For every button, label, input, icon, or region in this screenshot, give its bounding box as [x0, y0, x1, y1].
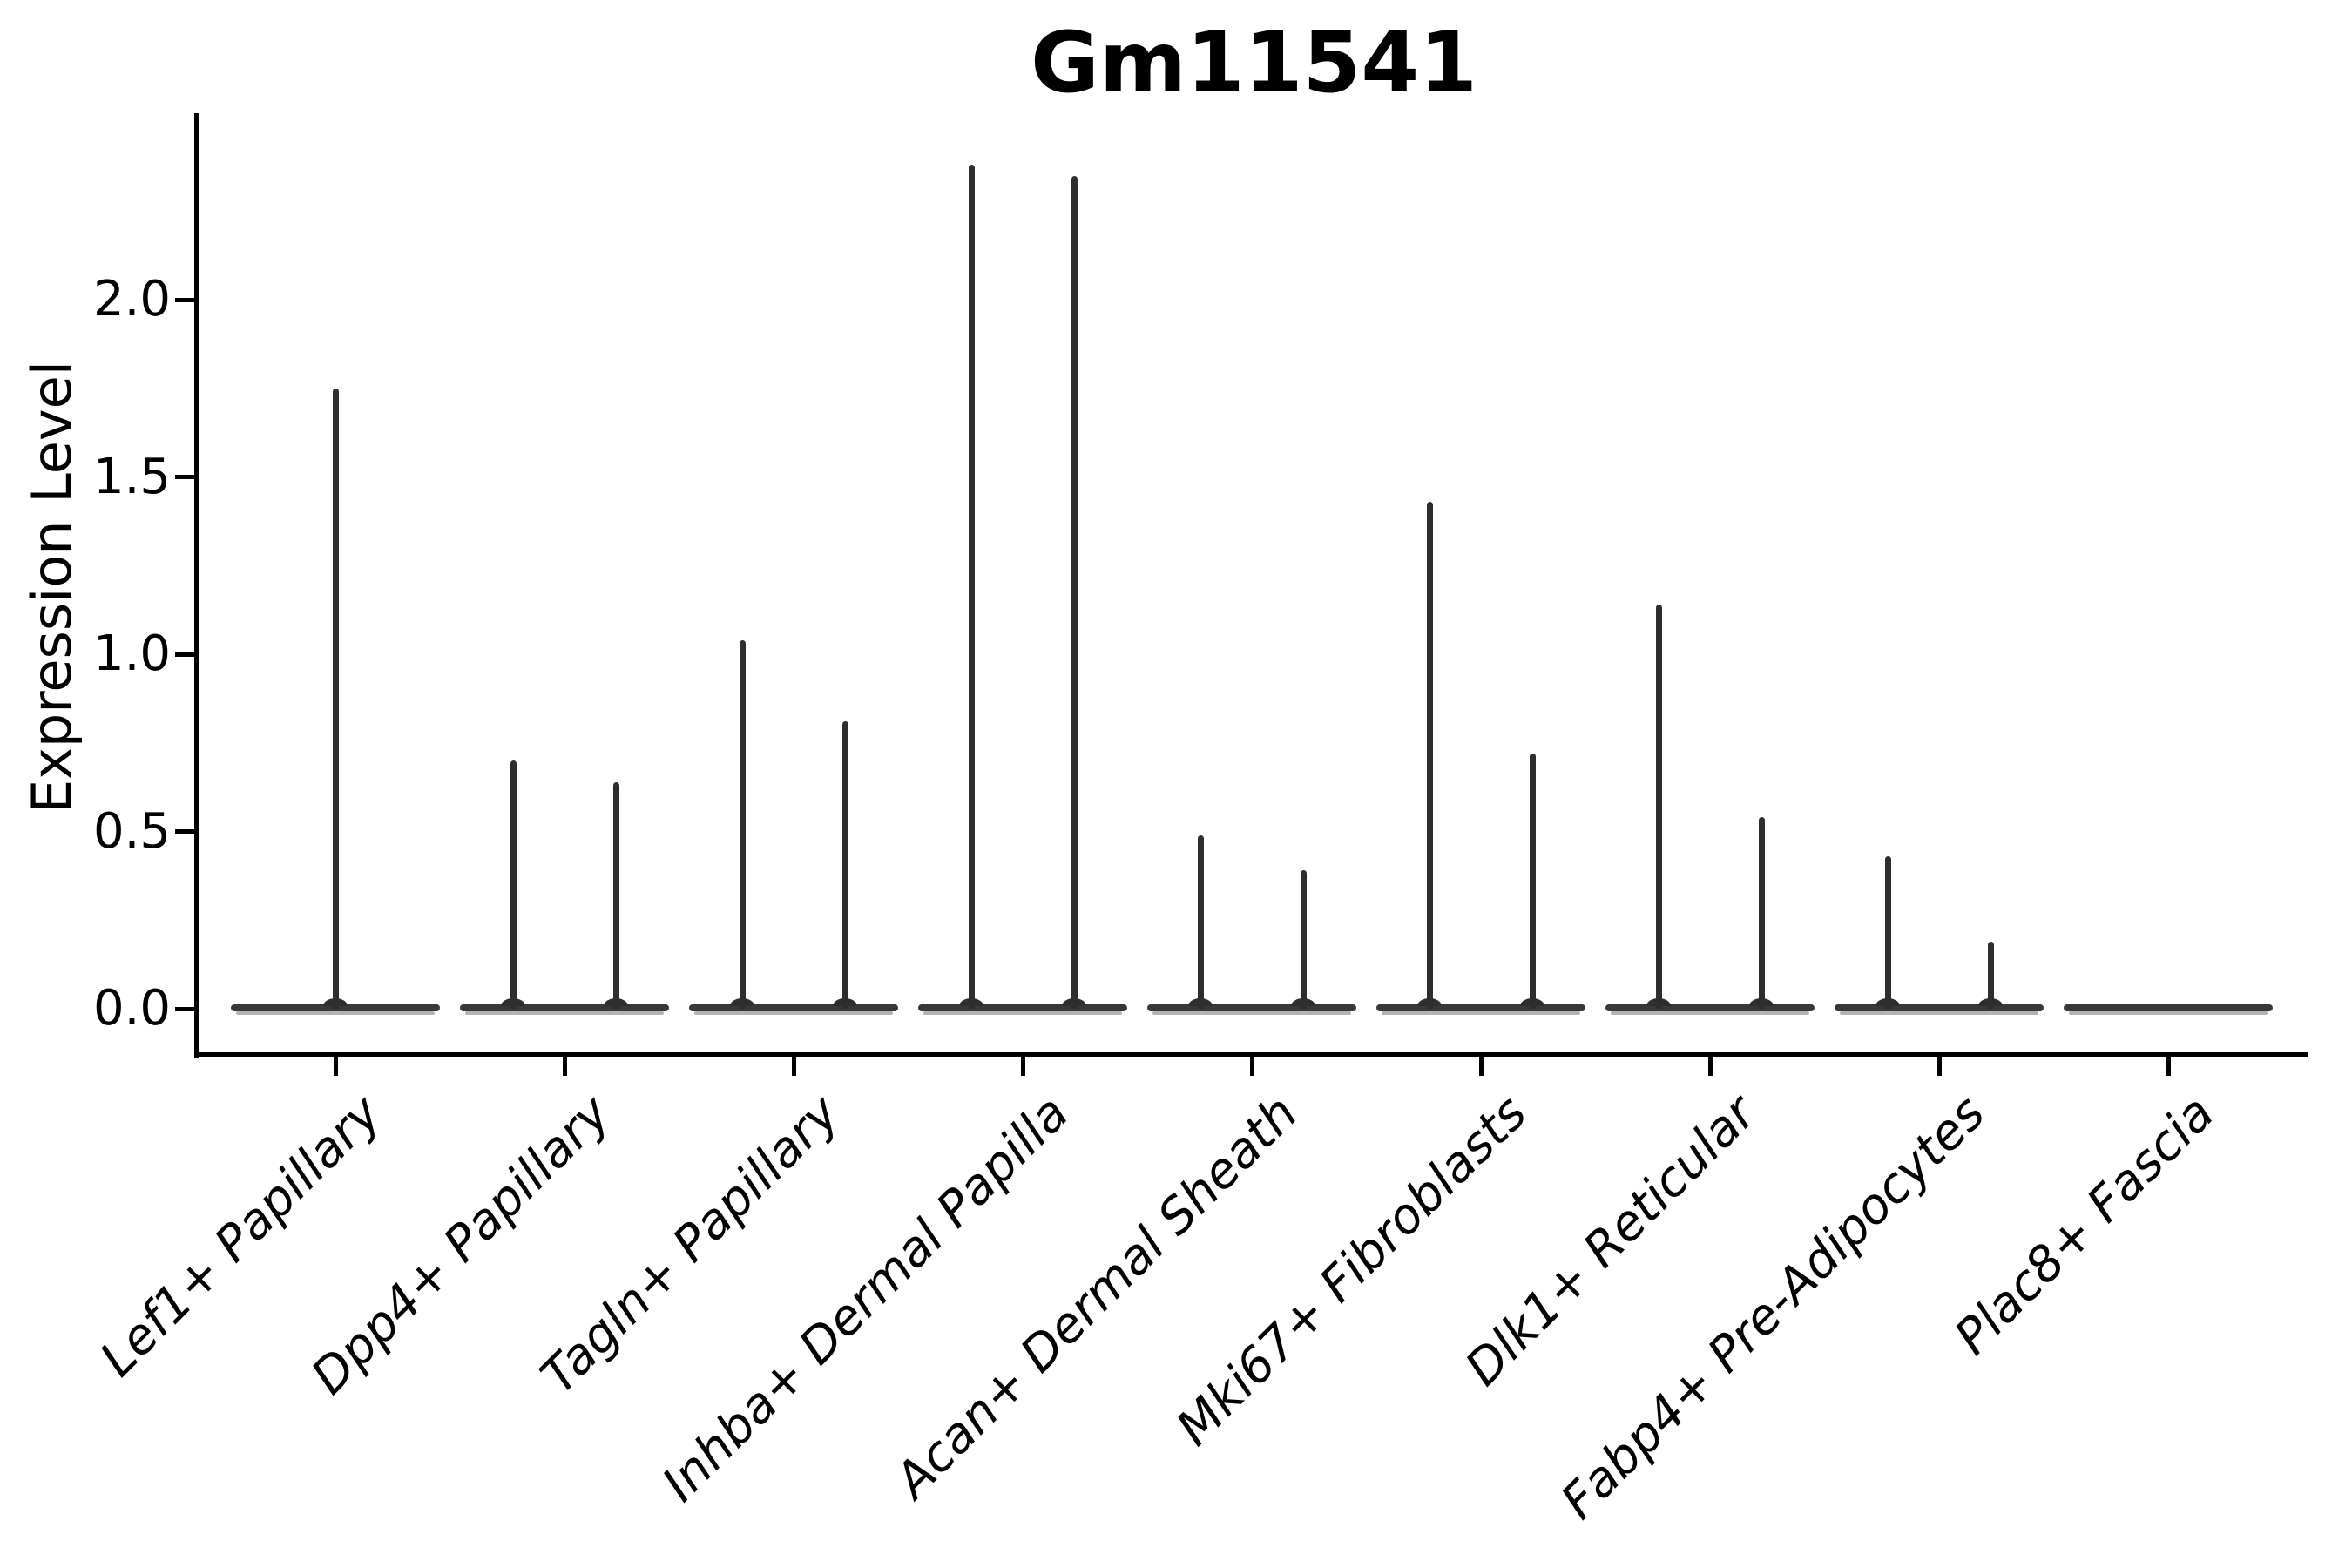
y-tick: [174, 652, 194, 657]
violin-fill-edge: [2069, 1011, 2268, 1015]
violin-density-spike: [1884, 855, 1891, 1009]
violin-density-spike: [1426, 501, 1433, 1009]
violin-fill-edge: [1382, 1011, 1580, 1015]
violin-fill-edge: [465, 1011, 664, 1015]
violin-density-spike: [1758, 817, 1765, 1009]
y-tick-label: 0.5: [92, 802, 171, 860]
violin-baseline: [2064, 1004, 2273, 1015]
violin-density-spike: [612, 781, 619, 1009]
violin-base-bulge: [1978, 998, 2003, 1006]
violin-density-spike: [1197, 835, 1204, 1009]
violin-density-spike: [841, 721, 848, 1009]
violin-base-bulge: [1188, 998, 1213, 1006]
x-axis-spine: [193, 1051, 2308, 1057]
y-tick: [174, 829, 194, 834]
y-axis-spine: [193, 113, 199, 1058]
violin-base-bulge: [730, 998, 754, 1006]
chart-title: Gm11541: [1031, 14, 1477, 112]
violin-baseline: [918, 1004, 1127, 1015]
violin-baseline: [1835, 1004, 2044, 1015]
violin-fill-edge: [923, 1011, 1122, 1015]
y-tick: [174, 297, 194, 302]
violin-base-bulge: [1749, 998, 1774, 1006]
y-tick-label: 2.0: [92, 271, 171, 328]
x-tick: [2166, 1056, 2171, 1076]
x-tick: [1936, 1056, 1942, 1076]
x-tick: [1707, 1056, 1713, 1076]
violin-fill-edge: [1611, 1011, 1809, 1015]
violin-fill-edge: [1152, 1011, 1351, 1015]
violin-baseline: [1376, 1004, 1585, 1015]
violin-base-bulge: [1876, 998, 1900, 1006]
violin-density-spike: [968, 165, 975, 1009]
violin-base-bulge: [959, 998, 983, 1006]
x-tick: [1020, 1056, 1025, 1076]
violin-base-bulge: [833, 998, 857, 1006]
x-tick: [1478, 1056, 1484, 1076]
violin-base-bulge: [1417, 998, 1442, 1006]
violin-base-bulge: [1062, 998, 1086, 1006]
y-tick: [174, 475, 194, 479]
violin-base-bulge: [501, 998, 525, 1006]
violin-base-bulge: [1291, 998, 1315, 1006]
y-tick-label: 0.0: [92, 980, 171, 1037]
violin-baseline: [1147, 1004, 1356, 1015]
y-tick-label: 1.0: [92, 625, 171, 682]
violin-density-spike: [1655, 605, 1662, 1009]
violin-density-spike: [1300, 870, 1307, 1009]
violin-baseline: [1605, 1004, 1815, 1015]
violin-density-spike: [739, 639, 746, 1009]
violin-base-bulge: [323, 998, 348, 1006]
violin-fill-edge: [1840, 1011, 2038, 1015]
violin-density-spike: [1071, 175, 1078, 1009]
violin-baseline: [689, 1004, 898, 1015]
violin-density-spike: [1987, 941, 1994, 1009]
violin-base-bulge: [1520, 998, 1544, 1006]
violin-baseline: [460, 1004, 669, 1015]
x-tick: [562, 1056, 567, 1076]
violin-density-spike: [1529, 753, 1536, 1009]
y-tick: [174, 1006, 194, 1011]
violin-fill-edge: [694, 1011, 893, 1015]
y-tick-label: 1.5: [92, 448, 171, 505]
violin-base-bulge: [1646, 998, 1671, 1006]
x-tick: [791, 1056, 796, 1076]
violin-fill-edge: [236, 1011, 435, 1015]
x-tick: [1249, 1056, 1254, 1076]
violin-base-bulge: [604, 998, 628, 1006]
x-tick: [333, 1056, 338, 1076]
violin-density-spike: [332, 388, 339, 1009]
violin-density-spike: [510, 760, 517, 1009]
